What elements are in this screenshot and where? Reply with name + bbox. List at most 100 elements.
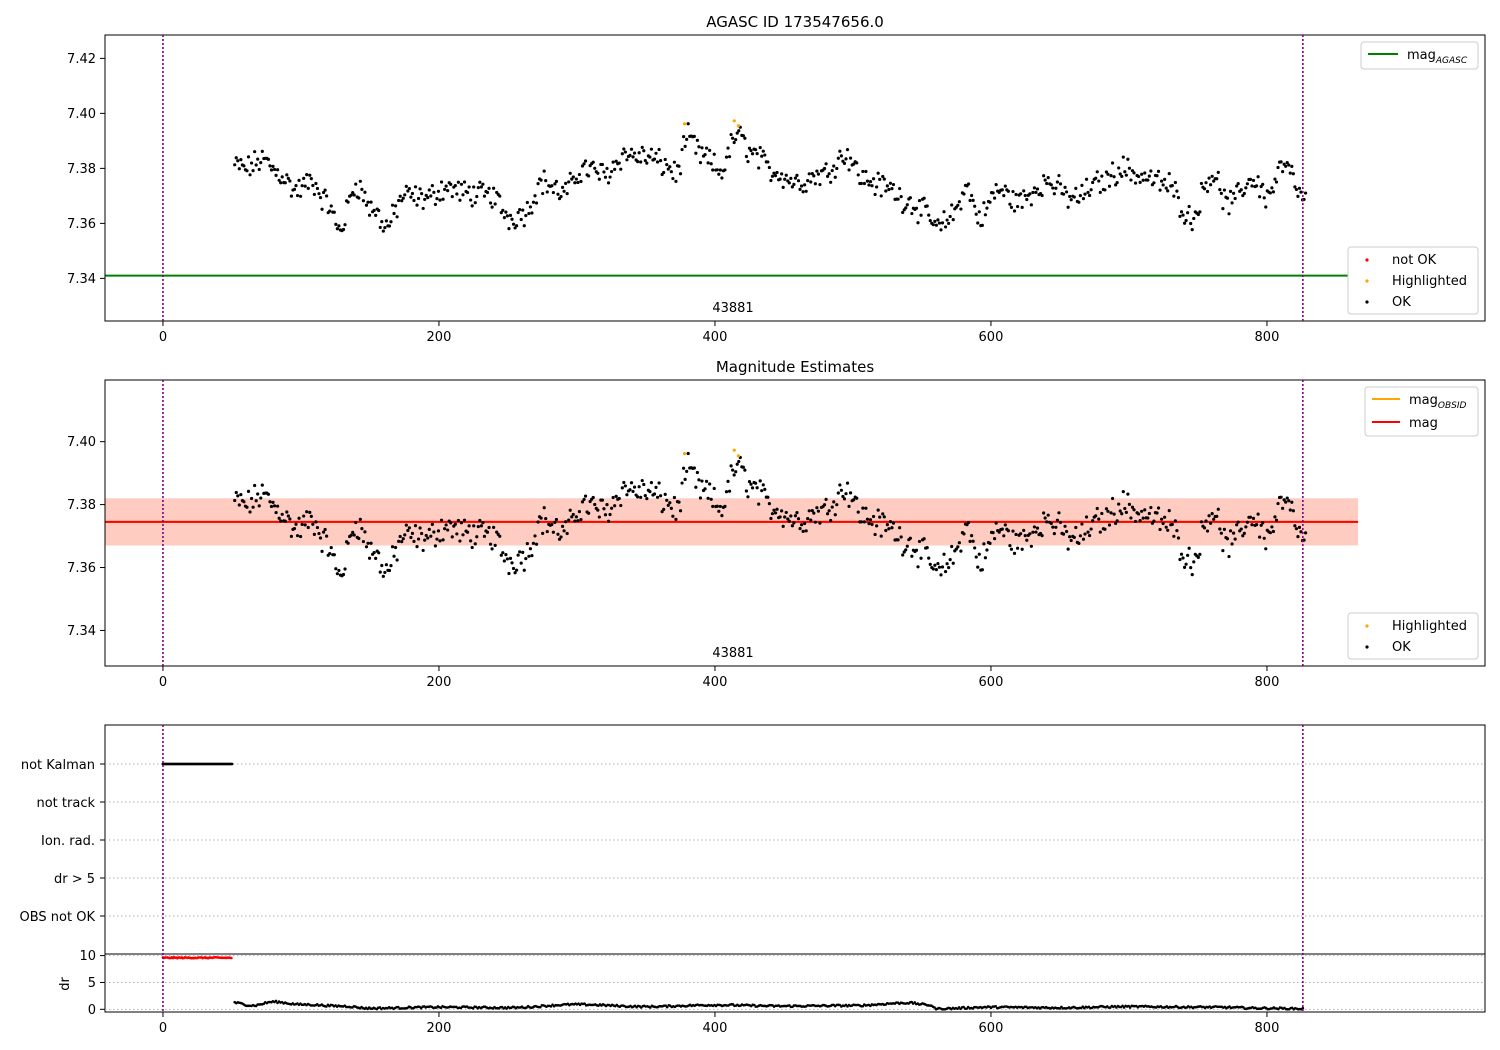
magnitude-ok-point bbox=[773, 511, 778, 515]
magnitude-ok-point bbox=[968, 539, 972, 543]
magnitude-ok-point bbox=[665, 498, 669, 502]
agasc-ok-point bbox=[436, 189, 441, 193]
magnitude-ok-point bbox=[490, 547, 494, 551]
agasc-ok-point bbox=[518, 208, 522, 212]
magnitude-ok-point bbox=[554, 517, 559, 522]
magnitude-ok-point bbox=[427, 527, 431, 531]
magnitude-ok-point bbox=[766, 495, 770, 499]
magnitude-ok-point bbox=[363, 530, 367, 534]
magnitude-ok-point bbox=[603, 513, 608, 517]
agasc-xtick-label: 400 bbox=[703, 330, 728, 345]
agasc-ok-point bbox=[465, 190, 470, 195]
agasc-ok-point bbox=[412, 198, 416, 203]
dr-point bbox=[994, 1005, 997, 1008]
agasc-ok-point bbox=[1235, 184, 1239, 188]
agasc-ok-point bbox=[677, 164, 681, 168]
magnitude-ok-point bbox=[1086, 530, 1090, 534]
agasc-ok-point bbox=[565, 192, 569, 196]
agasc-ok-point bbox=[248, 173, 252, 177]
magnitude-ok-point bbox=[1140, 509, 1144, 513]
agasc-ok-point bbox=[1072, 195, 1076, 199]
magnitude-ok-point bbox=[1159, 517, 1164, 521]
magnitude-ok-point bbox=[657, 481, 661, 485]
agasc-ok-point bbox=[715, 168, 719, 172]
magnitude-ok-point bbox=[1120, 512, 1124, 516]
magnitude-ok-point bbox=[916, 565, 920, 569]
magnitude-ok-point bbox=[937, 565, 942, 569]
agasc-ok-point bbox=[383, 226, 387, 230]
agasc-ok-point bbox=[292, 187, 297, 191]
agasc-ok-point bbox=[746, 159, 750, 164]
magnitude-ok-point bbox=[732, 473, 736, 477]
magnitude-ok-point bbox=[1219, 531, 1223, 535]
magnitude-ok-point bbox=[367, 556, 372, 560]
agasc-ok-point bbox=[890, 187, 894, 191]
agasc-ok-point bbox=[459, 182, 464, 186]
agasc-ok-point bbox=[553, 182, 557, 186]
agasc-ok-point bbox=[1078, 194, 1082, 198]
legend-mag-label: mag bbox=[1409, 416, 1438, 431]
agasc-ok-point bbox=[970, 193, 974, 198]
agasc-ok-point bbox=[861, 169, 865, 174]
agasc-ok-point bbox=[568, 171, 572, 175]
magnitude-ok-point bbox=[780, 509, 784, 513]
agasc-ytick-label: 7.36 bbox=[67, 217, 96, 232]
agasc-ok-point bbox=[983, 213, 988, 217]
magnitude-ok-point bbox=[436, 529, 441, 533]
agasc-ok-point bbox=[283, 181, 287, 185]
magnitude-ok-point bbox=[542, 506, 546, 510]
magnitude-ok-point bbox=[620, 486, 624, 490]
agasc-ok-point bbox=[423, 197, 427, 202]
agasc-ok-point bbox=[242, 164, 246, 168]
magnitude-ok-point bbox=[1127, 502, 1132, 506]
dr-ytick-label: 5 bbox=[88, 976, 96, 991]
magnitude-ok-point bbox=[741, 465, 745, 469]
magnitude-ok-point bbox=[300, 522, 304, 526]
agasc-ok-point bbox=[737, 129, 741, 133]
magnitude-ok-point bbox=[1068, 535, 1072, 539]
agasc-ok-point bbox=[750, 152, 755, 156]
dr-ylabel: dr bbox=[58, 977, 73, 991]
magnitude-ok-point bbox=[527, 554, 531, 558]
agasc-ok-point bbox=[279, 181, 283, 185]
magnitude-ok-point bbox=[421, 548, 425, 553]
agasc-ok-point bbox=[249, 161, 254, 165]
magnitude-ok-point bbox=[682, 466, 686, 470]
agasc-ok-point bbox=[1084, 177, 1089, 181]
magnitude-ok-point bbox=[441, 538, 445, 542]
agasc-ok-point bbox=[686, 122, 690, 126]
agasc-ok-point bbox=[917, 198, 922, 203]
magnitude-ok-point bbox=[467, 524, 471, 528]
magnitude-ok-point bbox=[954, 547, 958, 551]
agasc-ok-point bbox=[695, 138, 699, 142]
magnitude-xtick-label: 200 bbox=[427, 675, 452, 690]
magnitude-ok-point bbox=[1271, 529, 1276, 534]
dr-gridlines bbox=[105, 955, 1485, 1010]
agasc-obsid-label: 43881 bbox=[712, 301, 753, 316]
flag-label-dr-gt-5: dr > 5 bbox=[54, 872, 95, 887]
agasc-ok-point bbox=[315, 186, 320, 191]
agasc-ok-point bbox=[824, 162, 828, 166]
magnitude-ok-point bbox=[283, 519, 287, 523]
agasc-ok-point bbox=[901, 210, 905, 215]
magnitude-ok-point bbox=[314, 520, 318, 524]
agasc-ok-point bbox=[1132, 171, 1136, 175]
magnitude-ok-point bbox=[746, 495, 750, 499]
magnitude-ok-point bbox=[983, 556, 988, 560]
magnitude-ok-point bbox=[1256, 512, 1260, 516]
agasc-line-legend-box bbox=[1360, 41, 1479, 70]
agasc-ok-point bbox=[300, 184, 304, 188]
magnitude-ok-point bbox=[1089, 527, 1093, 531]
magnitude-ytick-label: 7.36 bbox=[67, 561, 96, 576]
agasc-ok-point bbox=[1121, 155, 1125, 159]
magnitude-ok-point bbox=[488, 542, 493, 546]
agasc-ok-point bbox=[1262, 196, 1266, 200]
agasc-ok-point bbox=[415, 203, 419, 207]
magnitude-ok-point bbox=[472, 524, 476, 528]
agasc-ok-point bbox=[735, 131, 739, 135]
agasc-ok-point bbox=[1161, 183, 1165, 187]
magnitude-ok-point bbox=[896, 538, 900, 542]
agasc-ok-point bbox=[1002, 194, 1006, 198]
agasc-ok-point bbox=[792, 182, 796, 186]
agasc-ok-point bbox=[1167, 172, 1171, 176]
